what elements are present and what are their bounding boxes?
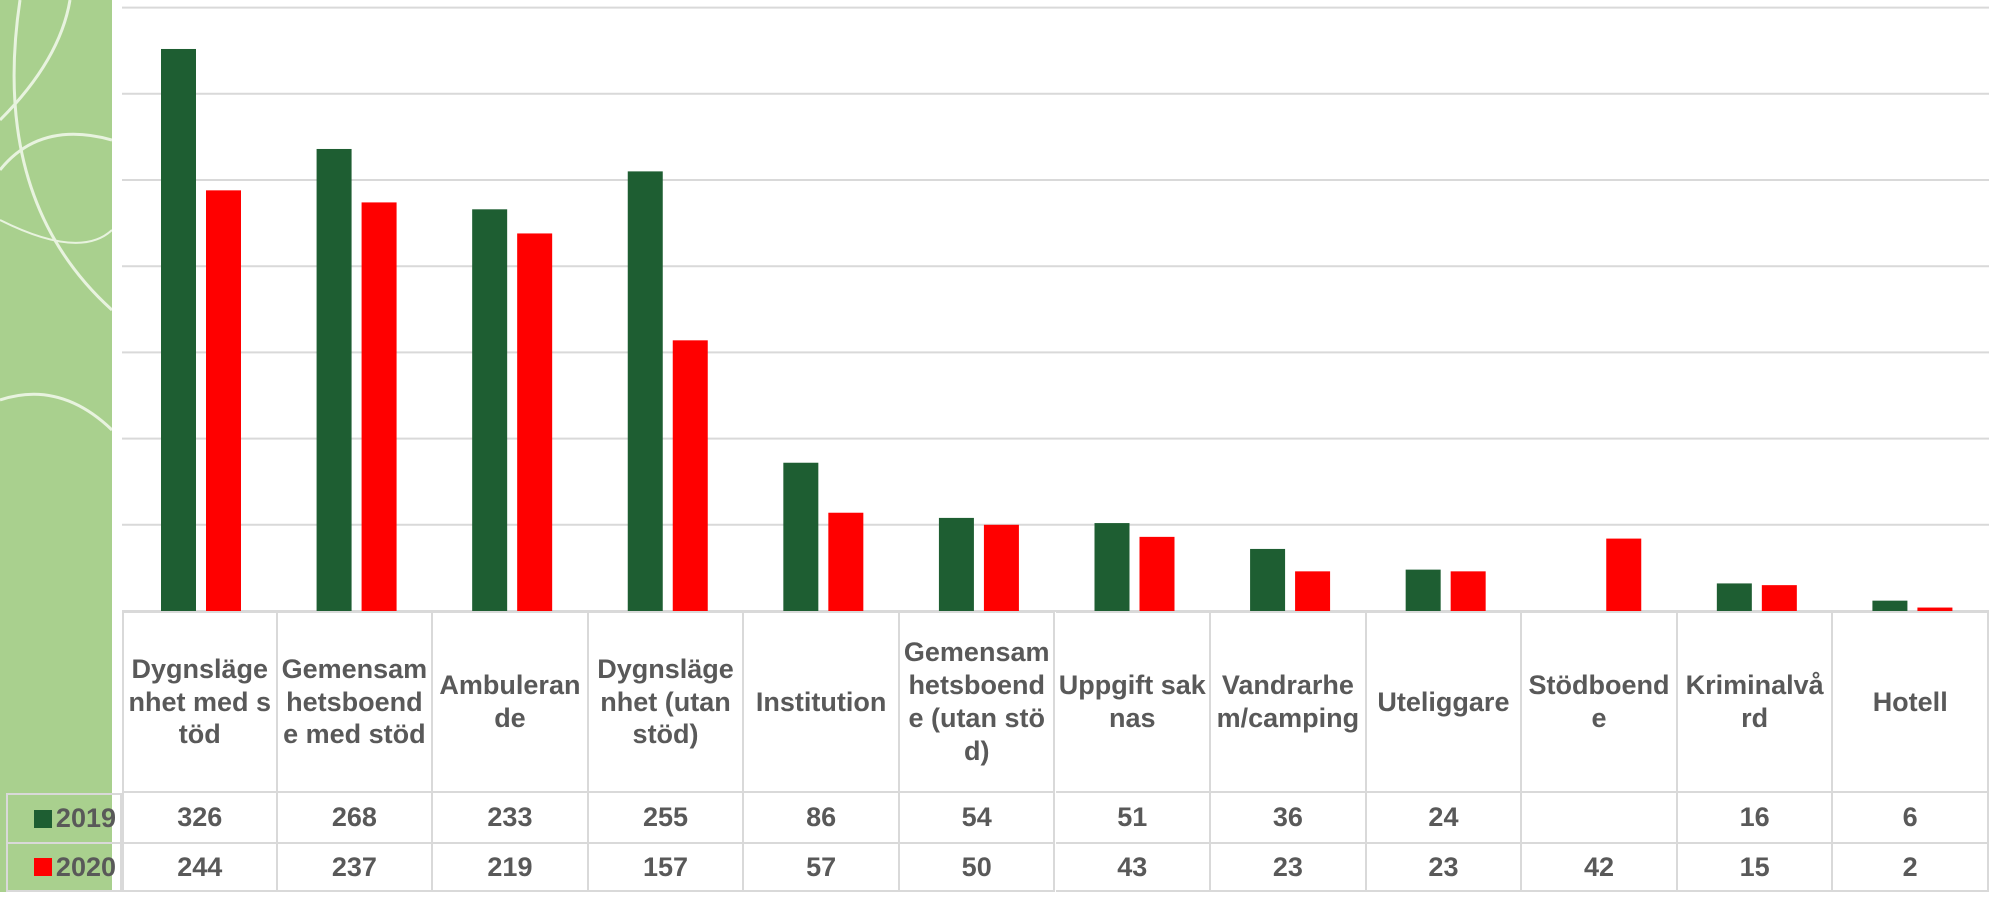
category-label: Gemensamhetsboende med stöd (277, 611, 434, 793)
category-label: Dygnslägenhet (utan stöd) (588, 611, 745, 793)
bar (206, 190, 241, 611)
category-label: Kriminalvård (1677, 611, 1834, 793)
table-value: 233 (433, 793, 589, 844)
table-value: 24 (1366, 793, 1523, 844)
legend-label: 2019 (55, 803, 116, 834)
bar (1716, 583, 1752, 611)
table-value: 6 (1833, 793, 1989, 844)
legend-label: 2020 (55, 851, 116, 882)
bar (1295, 571, 1331, 611)
bar (161, 48, 196, 611)
table-value: 51 (1055, 793, 1212, 844)
bar (783, 462, 819, 611)
table-value: 43 (1055, 844, 1212, 892)
bar (1094, 523, 1130, 611)
table-value: 16 (1677, 793, 1834, 844)
table-value: 326 (122, 793, 278, 844)
legend-entry: 2020 (6, 844, 122, 892)
bar (1917, 607, 1953, 611)
category-label: Stödboende (1522, 611, 1678, 793)
table-value: 36 (1211, 793, 1367, 844)
category-label: Uppgift saknas (1055, 611, 1212, 793)
bar (316, 148, 352, 611)
bar (1450, 571, 1486, 611)
table-value: 23 (1366, 844, 1523, 892)
bar (1872, 600, 1908, 611)
table-value: 50 (899, 844, 1056, 892)
bar (1405, 569, 1441, 611)
table-value: 219 (433, 844, 589, 892)
table-value: 268 (277, 793, 434, 844)
legend-swatch (33, 858, 52, 876)
decor (0, 0, 114, 432)
bar (1139, 536, 1175, 611)
legend-swatch (33, 809, 52, 828)
category-label: Vandrarhem/camping (1211, 611, 1367, 793)
table-value: 2 (1833, 844, 1989, 892)
bar (361, 202, 397, 612)
bar (983, 524, 1019, 611)
table-value: 15 (1677, 844, 1834, 892)
table-value: 244 (122, 844, 278, 892)
bar (938, 517, 974, 611)
chart (122, 6, 1989, 612)
table-value: 157 (588, 844, 745, 892)
category-label: Institution (744, 611, 900, 793)
bar (672, 340, 708, 611)
table-value: 23 (1211, 844, 1367, 892)
bar (1761, 585, 1797, 611)
bar (627, 171, 663, 611)
category-label: Hotell (1833, 611, 1989, 793)
legend-entry: 2019 (6, 793, 122, 844)
table-value: 237 (277, 844, 434, 892)
table-value: 54 (899, 793, 1056, 844)
bar (517, 233, 553, 611)
category-label: Gemensamhetsboende (utan stöd) (899, 611, 1056, 793)
bar (828, 512, 864, 611)
table-value: 86 (744, 793, 900, 844)
table-value: 255 (588, 793, 745, 844)
category-label: Ambulerande (433, 611, 589, 793)
bar (1606, 538, 1642, 611)
category-label: Uteliggare (1366, 611, 1523, 793)
bar (1250, 548, 1286, 611)
table-value: 57 (744, 844, 900, 892)
decor-panel (0, 0, 114, 892)
table-value (1522, 793, 1678, 844)
table-value: 42 (1522, 844, 1678, 892)
category-label: Dygnslägenhet med stöd (122, 611, 278, 793)
bar (472, 209, 508, 612)
